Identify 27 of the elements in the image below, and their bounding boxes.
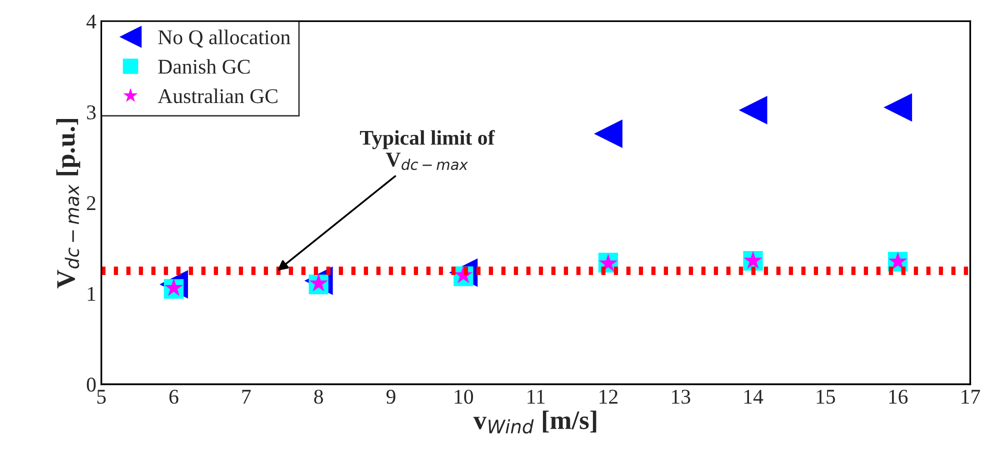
x-tick-label: 16 bbox=[889, 390, 908, 404]
x-tick-label: 9 bbox=[386, 390, 396, 404]
x-tick-label: 11 bbox=[528, 390, 545, 404]
y-tick-label: 4 bbox=[86, 14, 96, 28]
x-tick-label: 15 bbox=[816, 390, 836, 404]
x-axis-title: v$_{Wind}$ [m/s] bbox=[473, 410, 596, 434]
point bbox=[594, 120, 622, 148]
y-tick-label: 2 bbox=[86, 196, 96, 210]
point bbox=[738, 96, 768, 124]
y-tick-label: 1 bbox=[88, 286, 96, 301]
x-tick-label: 10 bbox=[454, 390, 474, 404]
x-tick-label: 7 bbox=[242, 390, 251, 404]
legend-label: Danish GC bbox=[158, 59, 250, 74]
y-axis-title: V$_{dc−max}$ [p.u.] bbox=[56, 119, 80, 288]
legend-label: Australian GC bbox=[158, 88, 278, 104]
x-tick-label: 13 bbox=[672, 390, 690, 404]
x-tick-label: 6 bbox=[169, 390, 178, 404]
y-tick-label: 3 bbox=[87, 105, 96, 120]
x-tick-label: 12 bbox=[600, 390, 618, 404]
x-tick-label: 8 bbox=[314, 390, 323, 404]
annotation: Typical limit of V$_{dc−max}$ bbox=[360, 130, 495, 170]
x-tick-label: 17 bbox=[962, 390, 980, 404]
x-tick-label: 5 bbox=[97, 390, 106, 404]
legend-label: No Q allocation bbox=[158, 30, 290, 48]
point bbox=[884, 93, 912, 122]
y-tick-label: 0 bbox=[86, 378, 96, 392]
x-tick-label: 14 bbox=[744, 390, 764, 404]
